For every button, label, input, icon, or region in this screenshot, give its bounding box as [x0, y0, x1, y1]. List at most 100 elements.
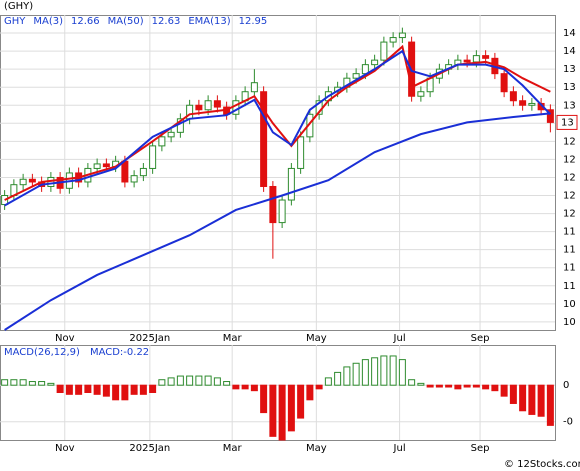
ma-line: [4, 44, 551, 201]
candle-body: [528, 102, 536, 106]
macd-bar: [121, 384, 129, 401]
candle-body: [28, 178, 36, 183]
macd-bar: [343, 366, 351, 386]
legend-text: MACD:-0.22: [90, 347, 149, 358]
macd-bar: [519, 384, 527, 412]
y-tick-label: 11: [563, 263, 576, 274]
last-price-label: 13: [561, 117, 574, 128]
x-tick-label: May: [306, 443, 327, 454]
legend-text: 12.63: [152, 16, 181, 27]
candle-body: [297, 136, 305, 169]
footer: © 12Stocks.com: [504, 459, 580, 470]
y-tick-label: 13: [563, 100, 576, 111]
candle-body: [93, 163, 101, 169]
macd-bar: [167, 377, 175, 386]
x-tick-label: Nov: [55, 443, 75, 454]
macd-bar: [445, 384, 453, 388]
macd-bar: [278, 384, 286, 441]
y-tick-label: 12: [563, 191, 576, 202]
candle-body: [139, 167, 147, 177]
legend-text: 12.66: [71, 16, 100, 27]
y-tick-label: 12: [563, 154, 576, 165]
macd-bar: [93, 384, 101, 395]
y-tick-label: -0: [563, 417, 573, 428]
macd-bar: [482, 384, 490, 390]
candle-body: [352, 73, 360, 79]
macd-bar: [398, 359, 406, 386]
candle-body: [509, 91, 517, 102]
macd-bar: [139, 384, 147, 395]
macd-bar: [47, 382, 55, 386]
candle-body: [167, 131, 175, 138]
legend-text: MACD(26,12,9): [4, 347, 80, 358]
candle-body: [546, 109, 554, 123]
macd-bar: [65, 384, 73, 395]
macd-bar: [213, 377, 221, 386]
macd-bar: [454, 384, 462, 390]
macd-bar: [1, 379, 9, 386]
y-tick-label: 14: [563, 46, 576, 57]
candle-body: [121, 160, 129, 183]
y-tick-label: 12: [563, 209, 576, 220]
candle-body: [278, 199, 286, 224]
macd-bar: [334, 371, 342, 386]
macd-bar: [361, 359, 369, 386]
candle-body: [463, 59, 471, 63]
candle-body: [389, 37, 397, 43]
macd-bar: [28, 381, 36, 386]
legend-text: EMA(13): [188, 16, 230, 27]
x-tick-label: May: [306, 333, 327, 344]
macd-bar: [371, 357, 379, 386]
macd-bar: [250, 384, 258, 392]
macd-bar: [84, 384, 92, 394]
macd-bar: [500, 384, 508, 397]
legend-text: MA(3): [33, 16, 63, 27]
y-tick-label: 11: [563, 281, 576, 292]
macd-bar: [112, 384, 120, 401]
candle-body: [204, 100, 212, 111]
macd-bar: [537, 384, 545, 417]
candle-body: [250, 82, 258, 93]
x-tick-label: Sep: [471, 333, 490, 344]
y-tick-label: 0: [563, 380, 569, 391]
macd-bar: [352, 362, 360, 386]
candle-body: [102, 163, 110, 168]
x-tick-label: Mar: [223, 333, 243, 344]
last-price-box: [556, 114, 578, 130]
macd-bar: [130, 384, 138, 395]
candle-body: [149, 145, 157, 169]
ma-line: [4, 112, 551, 331]
macd-bar: [223, 381, 231, 386]
macd-bar: [297, 384, 305, 419]
macd-bar: [528, 384, 536, 415]
candle-body: [472, 55, 480, 63]
candle-body: [213, 100, 221, 108]
macd-bar: [306, 384, 314, 401]
macd-bar: [417, 382, 425, 386]
macd-bar: [158, 379, 166, 386]
candle-body: [158, 136, 166, 147]
candle-body: [380, 41, 388, 61]
candle-body: [519, 100, 527, 106]
y-tick-label: 13: [563, 64, 576, 75]
macd-bar: [269, 384, 277, 437]
x-tick-label: 2025Jan: [129, 443, 170, 454]
y-tick-label: 12: [563, 136, 576, 147]
macd-bar: [389, 355, 397, 386]
y-tick-label: 10: [563, 299, 576, 310]
candle-body: [19, 178, 27, 186]
macd-bar: [435, 384, 443, 388]
macd-bar: [176, 375, 184, 386]
macd-bar: [195, 375, 203, 386]
macd-bar: [260, 384, 268, 414]
macd-bar: [186, 375, 194, 386]
y-tick-label: 11: [563, 227, 576, 238]
candle-body: [287, 167, 295, 201]
y-tick-label: 12: [563, 172, 576, 183]
x-tick-label: Mar: [223, 443, 243, 454]
candle-body: [482, 55, 490, 59]
candle-body: [417, 91, 425, 97]
macd-panel: [0, 345, 556, 441]
macd-bar: [102, 384, 110, 397]
